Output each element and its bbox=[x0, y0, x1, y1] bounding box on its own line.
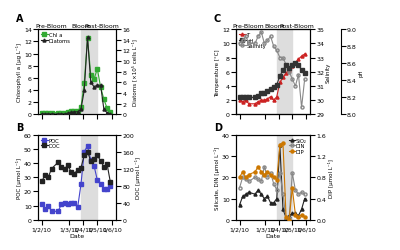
Y-axis label: DOC [μmol L⁻¹]: DOC [μmol L⁻¹] bbox=[135, 156, 141, 198]
Bar bbox=[277, 135, 292, 220]
Y-axis label: Chlorophyll a [μg L⁻¹]: Chlorophyll a [μg L⁻¹] bbox=[16, 43, 22, 102]
Text: C: C bbox=[214, 14, 221, 24]
Text: Post-Bloom: Post-Bloom bbox=[279, 24, 314, 29]
Text: Bloom: Bloom bbox=[71, 24, 91, 29]
Legend: POC, DOC: POC, DOC bbox=[41, 138, 61, 149]
Text: A: A bbox=[16, 14, 24, 24]
Text: Pre-Bloom: Pre-Bloom bbox=[35, 24, 67, 29]
Y-axis label: pH: pH bbox=[358, 69, 363, 76]
Y-axis label: POC [μmol L⁻¹]: POC [μmol L⁻¹] bbox=[16, 157, 22, 198]
Y-axis label: Temperature [°C]: Temperature [°C] bbox=[216, 49, 220, 96]
Y-axis label: Salinity: Salinity bbox=[326, 62, 331, 83]
Text: Pre-Bloom: Pre-Bloom bbox=[233, 24, 264, 29]
X-axis label: Date: Date bbox=[70, 232, 84, 237]
Legend: Chl a, Diatoms: Chl a, Diatoms bbox=[41, 33, 71, 44]
Legend: SiO₂, DIN, DIP: SiO₂, DIN, DIP bbox=[288, 138, 307, 155]
Text: Post-Bloom: Post-Bloom bbox=[84, 24, 119, 29]
Y-axis label: DIP [μmol L⁻¹]: DIP [μmol L⁻¹] bbox=[328, 158, 334, 197]
Text: Bloom: Bloom bbox=[264, 24, 284, 29]
X-axis label: Date: Date bbox=[266, 232, 280, 237]
Bar bbox=[81, 30, 97, 115]
Bar bbox=[277, 30, 292, 115]
Legend: T, pH, Salinity: T, pH, Salinity bbox=[239, 33, 267, 50]
Y-axis label: Diatoms [×10⁵ cells L⁻¹]: Diatoms [×10⁵ cells L⁻¹] bbox=[132, 39, 137, 106]
Text: D: D bbox=[214, 123, 222, 133]
Bar bbox=[81, 135, 97, 220]
Text: B: B bbox=[16, 123, 24, 133]
Y-axis label: Silicate, DIN [μmol L⁻¹]: Silicate, DIN [μmol L⁻¹] bbox=[214, 146, 220, 209]
